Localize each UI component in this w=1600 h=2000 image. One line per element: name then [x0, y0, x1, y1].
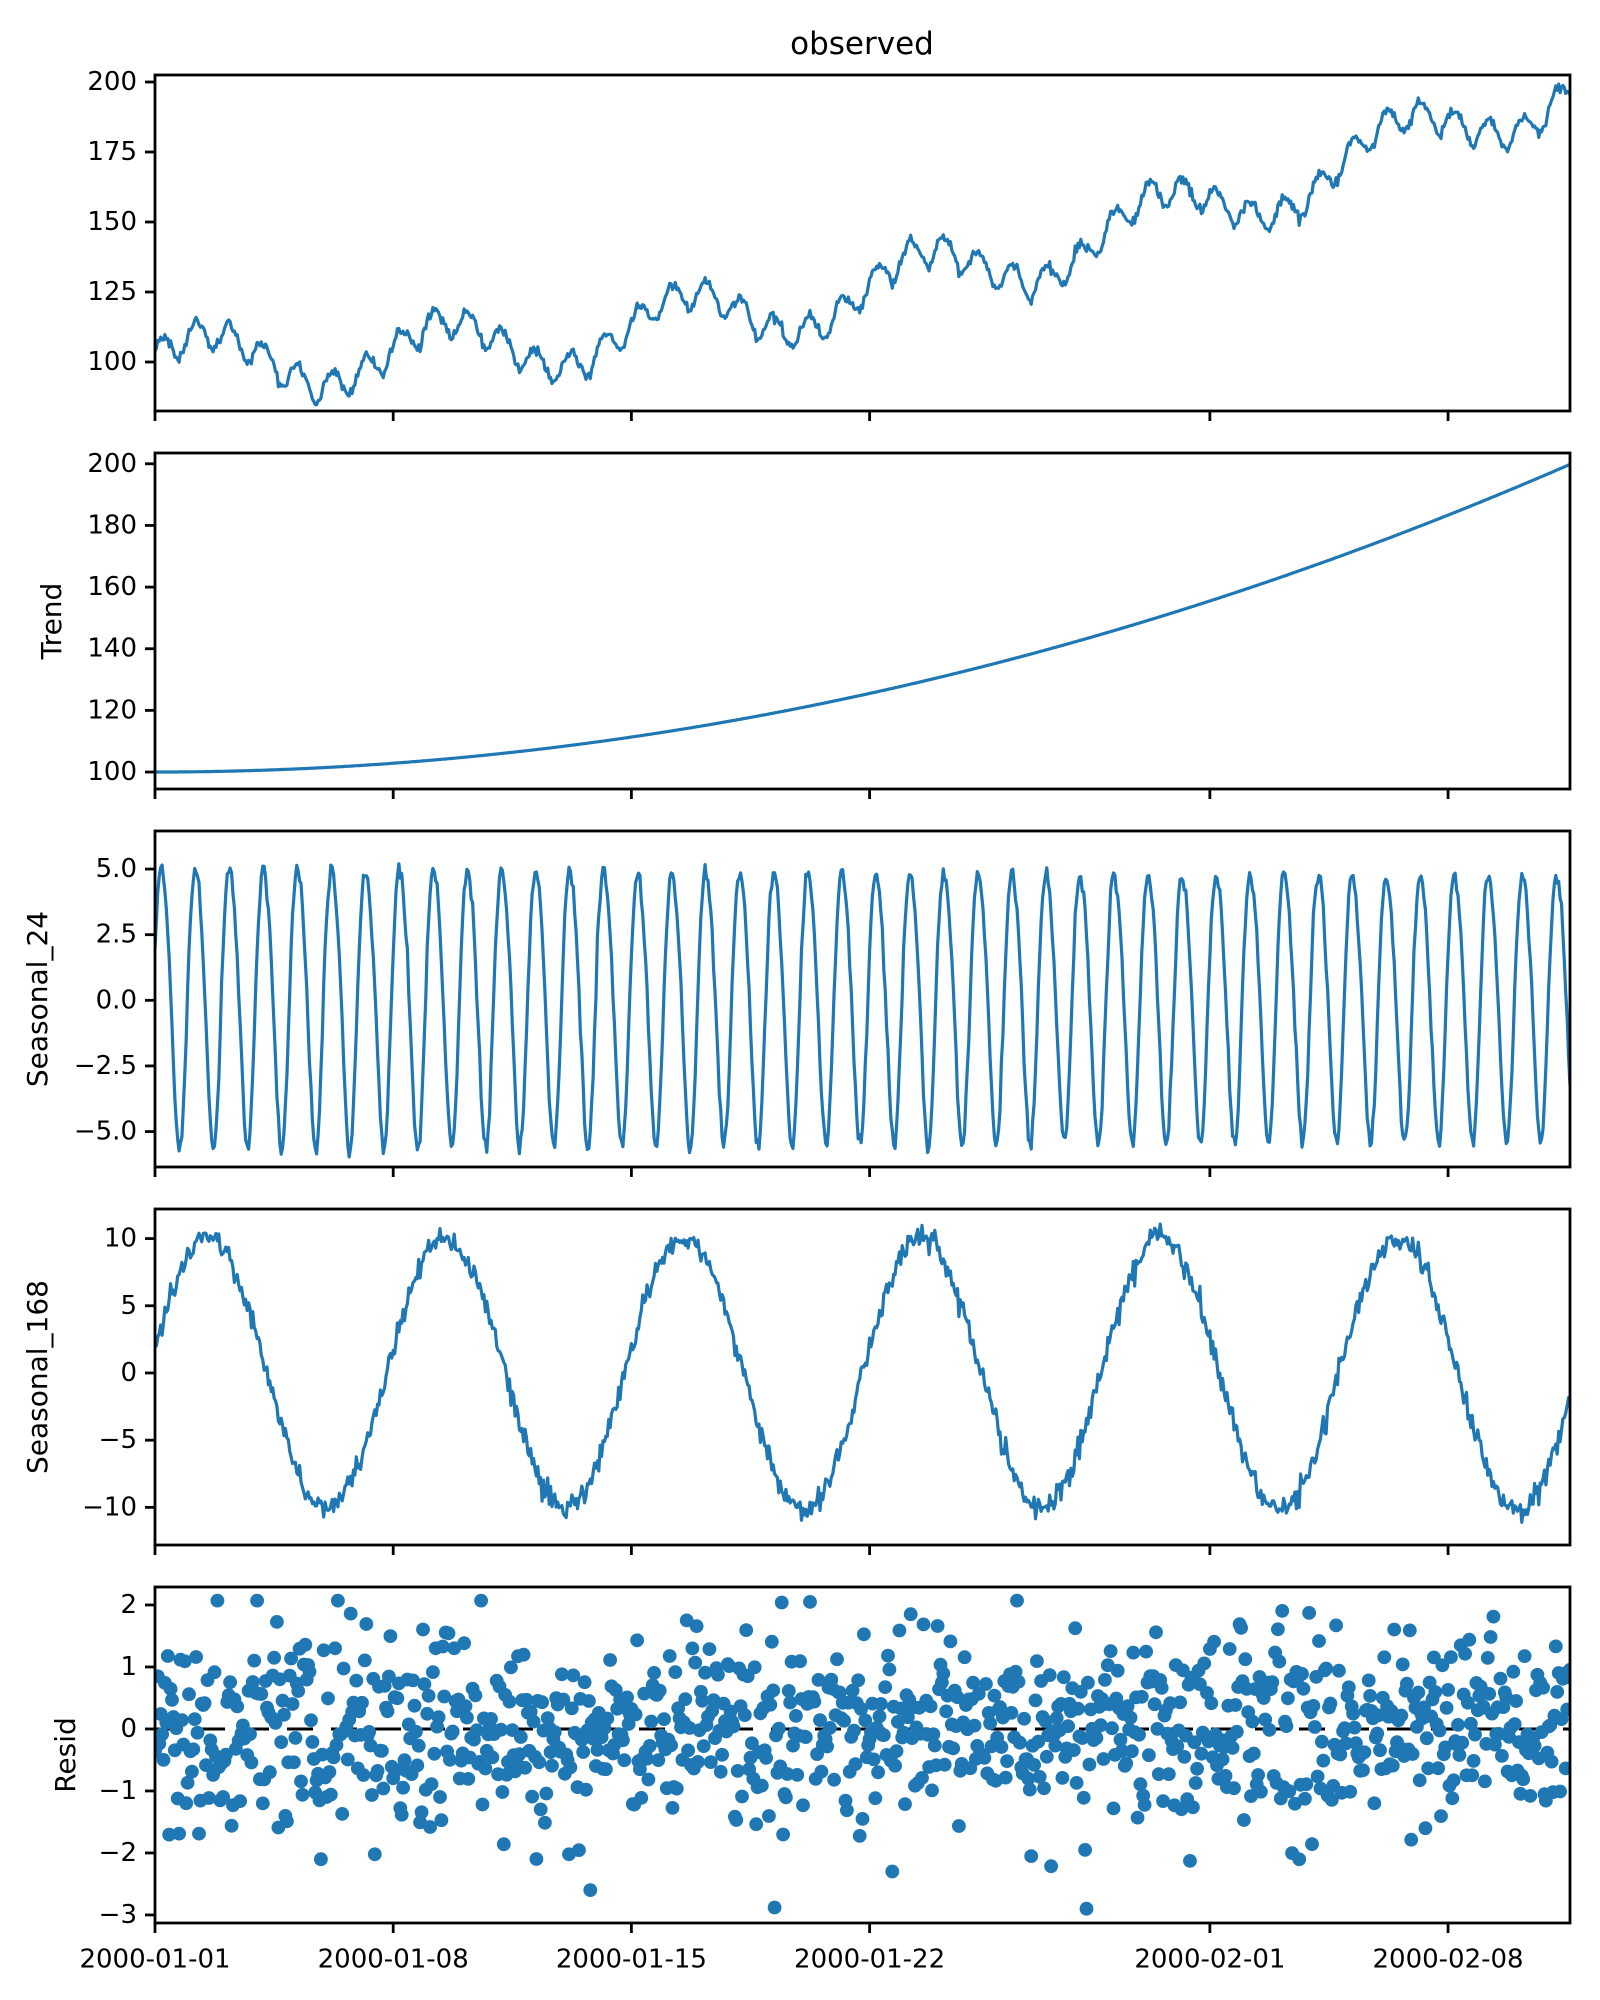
y-tick-label: 100 [87, 347, 137, 377]
y-tick-label: −5.0 [74, 1117, 137, 1147]
panel-observed: 100 125 150 175 200 [87, 67, 1572, 421]
y-tick-label: 200 [87, 449, 137, 479]
y-tick-label: 160 [87, 572, 137, 602]
series-seasonal_24 [155, 862, 1570, 1159]
y-tick-label: 140 [87, 634, 137, 664]
axes-spines [153, 1207, 1572, 1547]
y-tick-label: 0 [120, 1358, 137, 1388]
y-tick-label: 5 [120, 1291, 137, 1321]
y-tick-label: 0 [120, 1714, 137, 1744]
ylabel-trend: Trend [35, 582, 68, 660]
x-tick-label: 2000-02-01 [1134, 1944, 1285, 1974]
y-tick-label: 10 [104, 1224, 137, 1254]
x-tick-label: 2000-01-01 [79, 1944, 230, 1974]
series-observed [155, 82, 1570, 407]
y-tick-label: 200 [87, 67, 137, 97]
y-tick-label: 2.5 [96, 920, 137, 950]
y-tick-label: 125 [87, 277, 137, 307]
panel-trend: 100 120 140 160 180 200 [87, 449, 1572, 799]
y-tick-label: −10 [82, 1492, 137, 1522]
y-tick-label: −2.5 [74, 1051, 137, 1081]
y-tick-label: 120 [87, 695, 137, 725]
x-tick-label: 2000-01-15 [556, 1944, 707, 1974]
panel-seasonal_24: −5.0 −2.5 0.0 2.5 5.0 [74, 829, 1572, 1177]
series-seasonal_168 [155, 1222, 1570, 1524]
ylabel-seasonal-168: Seasonal_168 [21, 1279, 54, 1475]
y-tick-label: 5.0 [96, 854, 137, 884]
axes-spines [153, 1585, 1572, 1925]
series-trend [155, 462, 1570, 774]
ylabel-seasonal-24: Seasonal_24 [21, 910, 54, 1088]
y-tick-label: −5 [99, 1425, 137, 1455]
y-tick-label: 180 [87, 510, 137, 540]
plot-title: observed [790, 26, 934, 62]
y-tick-label: −1 [99, 1776, 137, 1806]
y-tick-label: 175 [87, 137, 137, 167]
panel-resid: −3 −2 −1 0 1 2 2000-01-01 2000-01-08 2000-01-15 2… [79, 1585, 1572, 1974]
x-tick-label: 2000-02-08 [1373, 1944, 1524, 1974]
axes-spines [153, 73, 1572, 413]
y-tick-label: 0.0 [96, 985, 137, 1015]
panel-seasonal_168: −10 −5 0 5 10 [82, 1207, 1572, 1555]
y-tick-label: 1 [120, 1652, 137, 1682]
ylabel-resid: Resid [49, 1717, 82, 1793]
y-tick-label: −3 [99, 1900, 137, 1930]
y-tick-label: −2 [99, 1838, 137, 1868]
y-tick-label: 150 [87, 207, 137, 237]
axes-spines [153, 451, 1572, 791]
y-tick-label: 100 [87, 757, 137, 787]
y-tick-label: 2 [120, 1590, 137, 1620]
x-tick-label: 2000-01-22 [794, 1944, 945, 1974]
x-tick-label: 2000-01-08 [318, 1944, 469, 1974]
resid-scatter [155, 1593, 1570, 1916]
